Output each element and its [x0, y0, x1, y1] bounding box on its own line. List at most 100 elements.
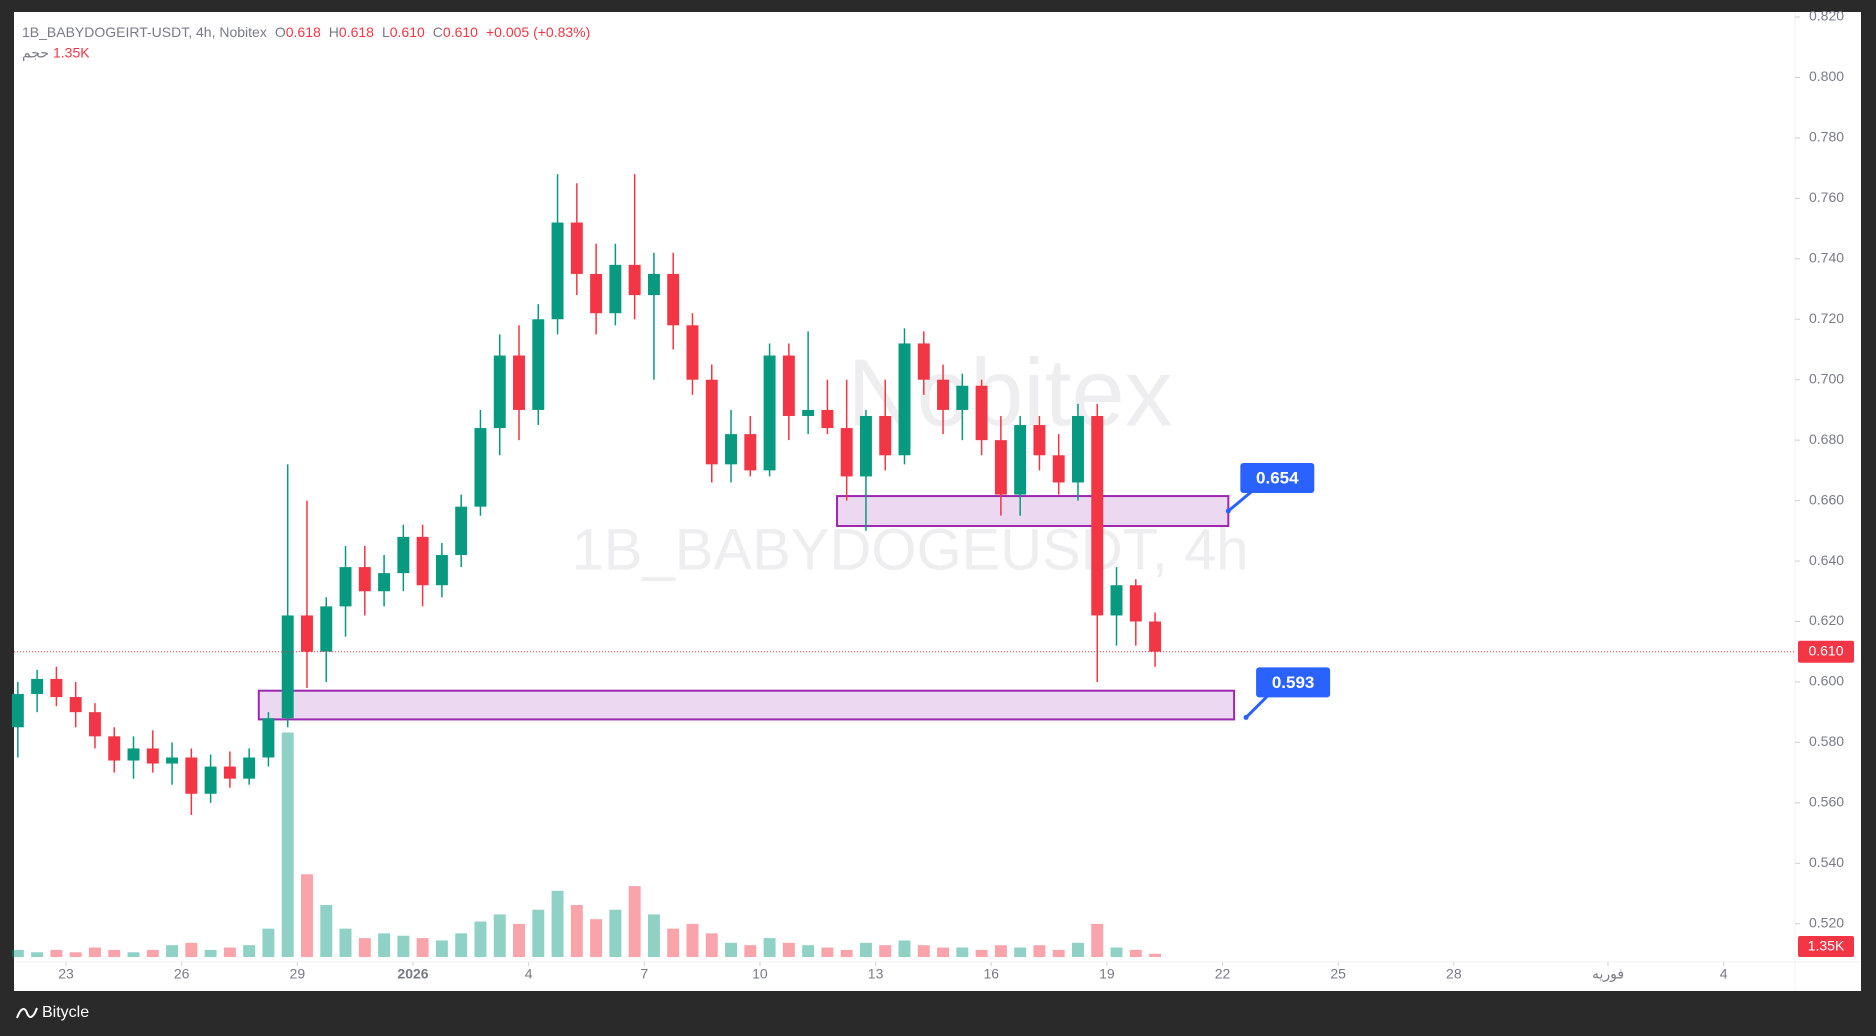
volume-bar — [725, 942, 738, 957]
candle-body — [686, 325, 699, 380]
volume-bar — [493, 914, 506, 957]
volume-bar — [108, 949, 121, 957]
last-volume-box — [1798, 936, 1854, 957]
candle-body — [1129, 585, 1142, 622]
candle-body — [956, 385, 969, 410]
volume-bar — [88, 947, 101, 957]
volume-bar — [339, 928, 352, 957]
zone — [836, 495, 1230, 527]
x-tick-label: 7 — [640, 966, 648, 982]
watermark-symbol: 1B_BABYDOGEUSDT, 4h — [572, 517, 1249, 582]
x-tick-label: 10 — [752, 966, 768, 982]
volume-bar — [262, 928, 275, 957]
volume-bar — [1091, 923, 1104, 957]
volume-bar — [821, 947, 834, 957]
volume-bar — [416, 938, 429, 957]
candle-body — [551, 222, 564, 320]
footer: Bitycle — [0, 991, 1876, 1036]
legend-value: 0.610 — [443, 24, 478, 40]
volume-bar — [551, 890, 564, 957]
volume-bar — [1014, 947, 1027, 957]
brand-logo — [16, 1007, 38, 1019]
volume-bar — [513, 923, 525, 957]
volume-bar — [243, 945, 256, 957]
candle-body — [11, 694, 24, 728]
candle-body — [879, 415, 892, 456]
legend-key: L — [382, 24, 390, 40]
candle-body — [628, 264, 641, 296]
candle-body — [378, 573, 391, 592]
x-tick-label: 13 — [868, 966, 884, 982]
candle-body — [782, 355, 795, 416]
candle-body — [859, 415, 872, 477]
legend-value: 0.618 — [339, 24, 374, 40]
volume-bar — [898, 940, 911, 957]
candle-body — [898, 343, 911, 456]
volume-bar — [281, 732, 294, 957]
volume-bar — [937, 947, 950, 957]
candle-body — [146, 748, 159, 764]
y-tick-label: 0.540 — [1809, 854, 1844, 870]
y-tick-label: 0.740 — [1809, 250, 1844, 266]
candle-body — [320, 606, 333, 652]
volume-bar — [744, 945, 757, 957]
candle-body — [166, 757, 179, 764]
volume-bar — [127, 952, 140, 957]
volume-bar — [1149, 953, 1162, 957]
candle-body — [802, 409, 815, 416]
candle-body — [50, 678, 63, 698]
y-tick-label: 0.700 — [1809, 370, 1844, 386]
callout-anchor — [1225, 508, 1231, 514]
volume-bar — [917, 945, 930, 957]
candle-body — [474, 428, 487, 507]
candle-body — [917, 343, 930, 380]
x-tick-label: 19 — [1099, 966, 1115, 982]
candle-body — [840, 428, 853, 477]
volume-bar — [763, 938, 776, 957]
candle-body — [1149, 621, 1162, 652]
volume-bar — [185, 942, 198, 957]
y-tick-label: 0.580 — [1809, 733, 1844, 749]
candle-body — [513, 355, 525, 410]
volume-bar — [686, 923, 699, 957]
watermark: Nobitex — [847, 339, 1173, 446]
legend-key: H — [329, 24, 339, 40]
volume-bar — [378, 933, 391, 957]
legend-key: O — [275, 24, 286, 40]
candle-body — [127, 748, 140, 761]
volume-bar — [859, 942, 872, 957]
zone — [257, 689, 1236, 721]
candle-body — [204, 766, 217, 794]
x-tick-label: 26 — [174, 966, 190, 982]
candle-body — [821, 409, 834, 429]
volume-bar — [358, 938, 371, 957]
candle-body — [397, 536, 410, 574]
symbol-title: 1B_BABYDOGEIRT-USDT, 4h, Nobitex — [22, 24, 267, 40]
y-tick-label: 0.560 — [1809, 794, 1844, 810]
y-tick-label: 0.520 — [1809, 914, 1844, 930]
candle-body — [1033, 425, 1046, 456]
candle-body — [744, 434, 757, 471]
volume-bar — [879, 945, 892, 957]
y-tick-label: 0.800 — [1809, 68, 1844, 84]
volume-bar — [1129, 949, 1142, 957]
callout-label: 0.654 — [1256, 469, 1299, 488]
candle-body — [31, 678, 44, 695]
x-tick-label: 28 — [1446, 966, 1462, 982]
candle-body — [435, 555, 448, 586]
volume-bar — [1033, 945, 1046, 957]
candle-body — [416, 536, 429, 586]
last-price-label: 0.610 — [1808, 642, 1843, 658]
y-tick-label: 0.620 — [1809, 612, 1844, 628]
volume-bar — [69, 952, 82, 957]
volume-bar — [782, 942, 795, 957]
callout-pointer — [1227, 489, 1254, 513]
candle-body — [1014, 425, 1027, 495]
candle-body — [994, 440, 1007, 495]
candle-body — [108, 736, 121, 761]
brand[interactable]: Bitycle — [42, 1004, 90, 1021]
volume-bar — [994, 945, 1007, 957]
volume-bar — [455, 933, 468, 957]
candle-body — [532, 319, 545, 410]
candle-body — [937, 379, 950, 410]
